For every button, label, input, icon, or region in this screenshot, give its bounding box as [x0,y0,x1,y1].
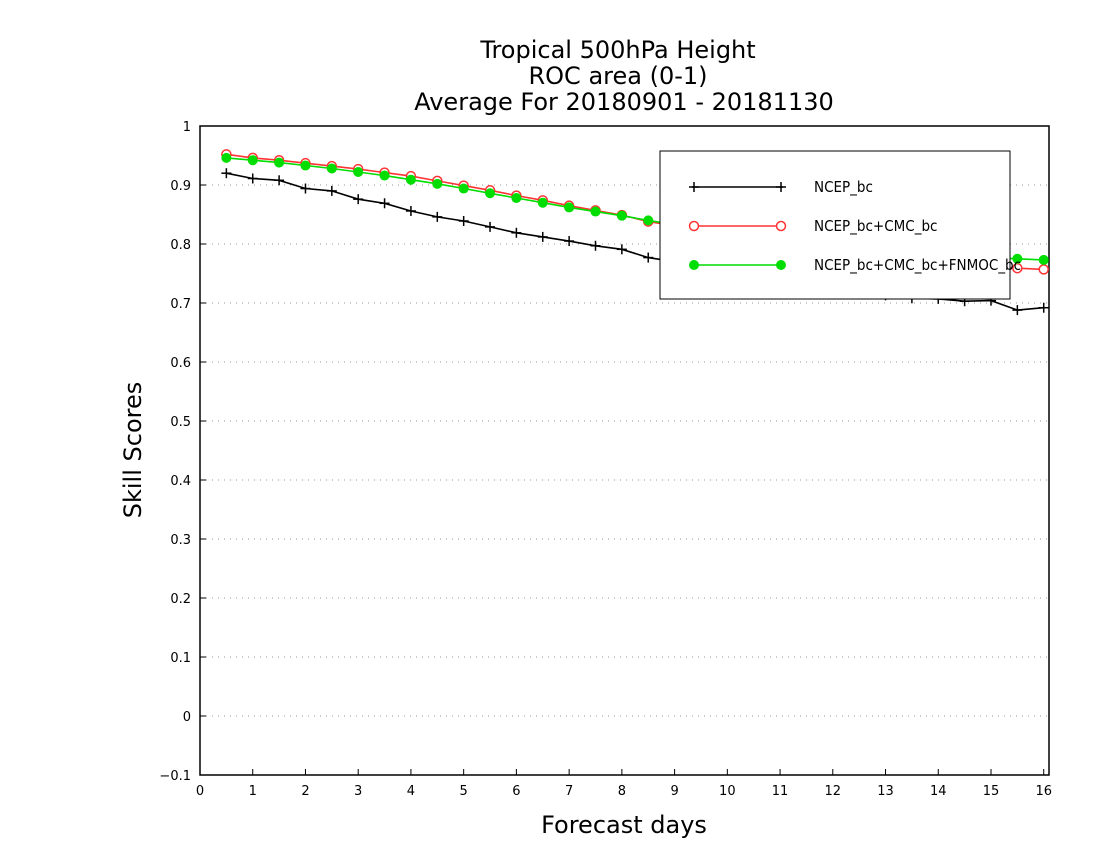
x-tick-label: 7 [565,784,573,799]
x-tick-label: 3 [354,784,362,799]
x-axis-ticks: 0 1 2 3 4 5 6 7 8 9 10 11 12 13 14 15 16 [196,769,1052,799]
legend-marker [688,220,700,232]
y-axis-ticks: −0.1 0 0.1 0.2 0.3 0.4 0.5 0.6 0.7 0.8 0.9 1 [159,120,206,784]
legend-item: NCEP_bc [689,178,873,197]
x-tick-label: 8 [618,784,626,799]
data-point [537,197,548,208]
data-point [511,192,522,203]
y-tick-label: 0.6 [170,356,191,371]
data-point [432,178,443,189]
y-tick-label: −0.1 [159,769,191,784]
x-axis-title: Forecast days [541,811,707,839]
data-point [616,210,627,221]
x-tick-label: 0 [196,784,204,799]
data-point [590,206,601,217]
y-tick-label: 0.8 [170,238,191,253]
x-tick-label: 15 [983,784,1000,799]
legend-label: NCEP_bc+CMC_bc+FNMOC_bc [814,256,1021,275]
y-tick-label: 0.5 [170,415,191,430]
y-tick-label: 0.3 [170,533,191,548]
data-point [247,155,258,166]
data-point [458,183,469,194]
data-point [432,211,443,222]
y-tick-label: 0.2 [170,592,191,607]
legend-marker [689,260,699,270]
data-point [1038,264,1049,275]
data-point [458,215,469,226]
legend-label: NCEP_bc [814,178,873,197]
legend-item: NCEP_bc+CMC_bc [688,217,937,236]
y-tick-label: 1 [183,120,191,135]
data-point [379,198,390,209]
data-point [511,227,522,238]
data-point [379,170,390,181]
data-point [353,167,364,178]
x-tick-label: 14 [930,784,947,799]
title-line-2: ROC area (0-1) [528,62,707,90]
data-point [326,163,337,174]
x-tick-label: 6 [512,784,520,799]
y-tick-label: 0 [183,710,191,725]
data-point [300,183,311,194]
x-tick-label: 11 [772,784,789,799]
data-point [274,157,285,168]
data-point [590,240,601,251]
data-point [485,188,496,199]
x-tick-label: 1 [249,784,257,799]
data-point [300,160,311,171]
y-tick-label: 0.4 [170,474,191,489]
data-point [353,194,364,205]
data-point [616,244,627,255]
data-point [247,173,258,184]
title-line-1: Tropical 500hPa Height [479,36,755,64]
y-tick-label: 0.7 [170,297,191,312]
data-point [1012,305,1023,316]
title-line-3: Average For 20180901 - 20181130 [414,88,834,116]
x-tick-label: 13 [877,784,894,799]
legend-marker [776,260,786,270]
data-point [326,185,337,196]
data-point [643,252,654,263]
x-tick-label: 9 [670,784,678,799]
data-point [1038,302,1049,313]
y-axis-title: Skill Scores [119,382,147,519]
legend-marker [775,220,787,232]
legend-box [659,150,1011,300]
data-point [643,215,654,226]
data-point [564,202,575,213]
data-point [564,236,575,247]
data-point [405,174,416,185]
legend-item: NCEP_bc+CMC_bc+FNMOC_bc [689,256,1021,275]
data-point [537,231,548,242]
data-point [1012,253,1023,264]
x-tick-label: 2 [301,784,309,799]
x-tick-label: 10 [719,784,736,799]
legend: NCEP_bc NCEP_bc+CMC_bc NCEP_bc+CMC_bc+FNMO… [659,150,1021,300]
legend-items: NCEP_bc NCEP_bc+CMC_bc NCEP_bc+CMC_bc+FNMO… [688,178,1021,275]
chart-title: Tropical 500hPa Height ROC area (0-1) Av… [414,36,834,116]
x-tick-label: 16 [1035,784,1052,799]
data-point [274,175,285,186]
legend-marker [689,182,699,192]
y-tick-label: 0.9 [170,179,191,194]
legend-label: NCEP_bc+CMC_bc [814,217,937,236]
data-point [485,221,496,232]
x-tick-label: 4 [407,784,415,799]
x-tick-label: 5 [460,784,468,799]
data-point [405,205,416,216]
y-tick-label: 0.1 [170,651,191,666]
legend-marker [776,182,786,192]
data-point [221,168,232,179]
data-point [221,152,232,163]
data-point [1038,254,1049,265]
x-tick-label: 12 [825,784,842,799]
plot-frame [199,125,1050,776]
